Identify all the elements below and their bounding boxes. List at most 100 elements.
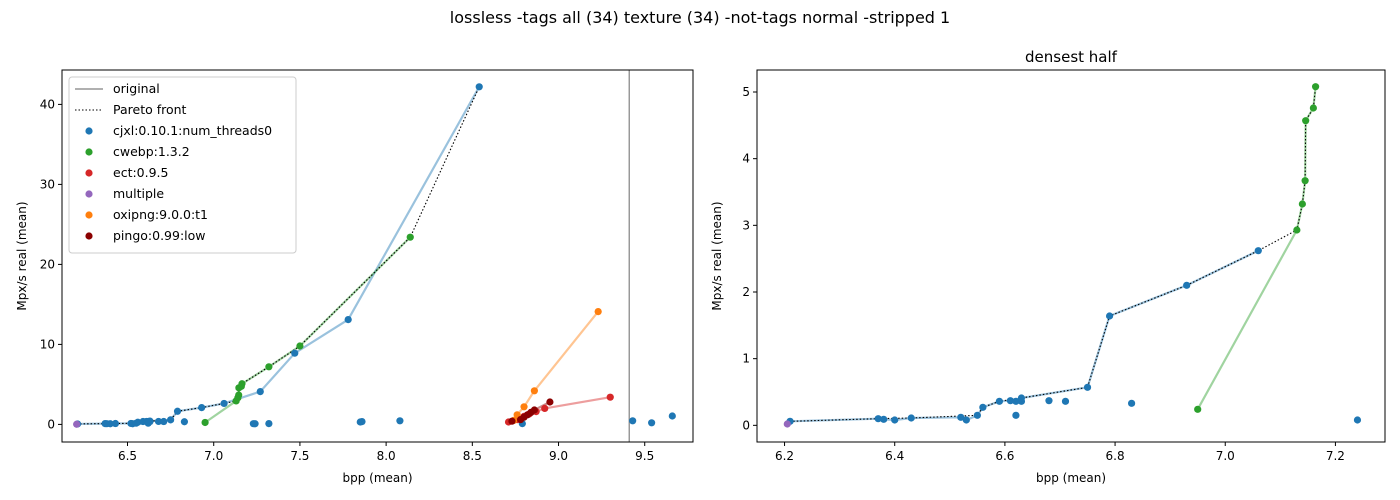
- panel2-x-tick-label: 6.2: [775, 449, 794, 463]
- panel1-point-cjxl:0.10.1:num_threads0: [265, 420, 273, 428]
- panel2-point-cjxl:0.10.1:num_threads0: [891, 416, 899, 424]
- panel1-point-multiple: [73, 420, 81, 428]
- panel2-x-axis-label: bpp (mean): [1036, 471, 1106, 485]
- panel1-point-cjxl:0.10.1:num_threads0: [111, 419, 120, 428]
- panel1-legend-marker: [85, 190, 93, 198]
- panel1-point-pingo:0.99:low: [530, 406, 538, 414]
- panel2-y-tick-label: 5: [742, 85, 750, 99]
- panel2-point-cjxl:0.10.1:num_threads0: [1012, 411, 1020, 419]
- panel1-x-tick-label: 6.5: [118, 449, 137, 463]
- panel2-y-tick-label: 2: [742, 285, 750, 299]
- panel1-point-cjxl:0.10.1:num_threads0: [106, 420, 114, 428]
- panel2-point-cjxl:0.10.1:num_threads0: [1127, 399, 1136, 407]
- panel1-point-oxipng:9.0.0:t1: [594, 308, 602, 316]
- panel1-point-cjxl:0.10.1:num_threads0: [160, 417, 168, 426]
- panel1-legend-marker: [85, 211, 93, 219]
- panel1-point-cjxl:0.10.1:num_threads0: [167, 416, 175, 424]
- panel2-point-cjxl:0.10.1:num_threads0: [880, 415, 888, 423]
- panel1-point-cjxl:0.10.1:num_threads0: [180, 418, 189, 426]
- panel2-point-multiple: [783, 420, 791, 428]
- panel2-point-cjxl:0.10.1:num_threads0: [1353, 416, 1362, 424]
- panel2-point-cjxl:0.10.1:num_threads0: [979, 403, 987, 411]
- panel2-point-cjxl:0.10.1:num_threads0: [907, 414, 915, 422]
- panel1-x-tick-label: 9.0: [549, 449, 568, 463]
- panel1-point-cwebp:1.3.2: [265, 363, 273, 371]
- panel2-point-cjxl:0.10.1:num_threads0: [1105, 312, 1114, 320]
- panel2-y-tick-label: 1: [742, 352, 750, 366]
- panel1-point-cjxl:0.10.1:num_threads0: [475, 83, 483, 91]
- panel1-legend-label: Pareto front: [113, 102, 187, 117]
- panel1-point-cwebp:1.3.2: [201, 418, 209, 427]
- panel1-legend-label: multiple: [113, 186, 164, 201]
- panel2-y-tick-label: 4: [742, 152, 750, 166]
- panel2-x-tick-label: 6.4: [885, 449, 904, 463]
- panel2-point-cwebp:1.3.2: [1293, 226, 1301, 234]
- figure-title: lossless -tags all (34) texture (34) -no…: [449, 8, 951, 27]
- panel1-point-cjxl:0.10.1:num_threads0: [256, 388, 264, 396]
- panel1-legend-label: original: [113, 81, 160, 96]
- panel2-point-cjxl:0.10.1:num_threads0: [1254, 247, 1262, 255]
- panel2-point-cjxl:0.10.1:num_threads0: [1006, 397, 1015, 405]
- panel1-plot-area: [73, 70, 676, 442]
- panel1-point-pingo:0.99:low: [546, 398, 554, 406]
- panel1-point-cjxl:0.10.1:num_threads0: [291, 349, 299, 357]
- panel2-point-cjxl:0.10.1:num_threads0: [874, 415, 882, 423]
- panel2-title: densest half: [1025, 48, 1118, 66]
- panel2-y-axis-label: Mpx/s real (mean): [710, 201, 724, 310]
- panel1-pareto-front: [76, 86, 480, 425]
- panel2-y-tick-label: 3: [742, 218, 750, 232]
- panel1-legend-marker: [85, 127, 93, 135]
- panel2-point-cjxl:0.10.1:num_threads0: [1061, 397, 1070, 405]
- panel1-point-ect:0.9.5: [606, 393, 614, 401]
- panel1-legend-label: oxipng:9.0.0:t1: [113, 207, 208, 222]
- panel1-y-tick-label: 30: [40, 177, 55, 191]
- panel1-x-tick-label: 8.5: [463, 449, 482, 463]
- panel2-point-cjxl:0.10.1:num_threads0: [1083, 383, 1092, 391]
- panel1-legend-marker: [85, 169, 93, 177]
- panel1-point-cjxl:0.10.1:num_threads0: [220, 399, 228, 408]
- panel1-axes-frame: [61, 69, 694, 443]
- panel2-point-cwebp:1.3.2: [1309, 104, 1317, 112]
- panel2-point-cwebp:1.3.2: [1311, 83, 1320, 91]
- panel1-y-tick-label: 20: [40, 257, 55, 271]
- panel2-y-tick-label: 0: [742, 418, 750, 432]
- panel2-x-tick-label: 6.6: [995, 449, 1014, 463]
- panel1-legend-box: [68, 76, 297, 254]
- panel2-point-cjxl:0.10.1:num_threads0: [962, 416, 970, 424]
- panel1-point-cwebp:1.3.2: [235, 391, 243, 399]
- panel2-x-tick-label: 7.2: [1326, 449, 1345, 463]
- panel2-point-cwebp:1.3.2: [1301, 177, 1309, 185]
- panel2-point-cwebp:1.3.2: [1302, 117, 1310, 125]
- panel1-x-tick-label: 7.0: [204, 449, 223, 463]
- panel1-point-cjxl:0.10.1:num_threads0: [648, 419, 656, 427]
- panel1-point-ect:0.9.5: [541, 404, 549, 412]
- panel1-legend-label: ect:0.9.5: [113, 165, 168, 180]
- panel2-point-cjxl:0.10.1:num_threads0: [995, 397, 1003, 405]
- panel1-point-cjxl:0.10.1:num_threads0: [358, 418, 366, 426]
- panel1-x-tick-label: 7.5: [290, 449, 309, 463]
- panel1-point-cjxl:0.10.1:num_threads0: [154, 417, 163, 426]
- panel1-point-cjxl:0.10.1:num_threads0: [198, 404, 206, 412]
- panel1-legend-label: cjxl:0.10.1:num_threads0: [113, 123, 272, 138]
- panel1-x-tick-label: 9.5: [635, 449, 654, 463]
- panel1-y-tick-label: 0: [47, 417, 55, 431]
- panel1-point-cwebp:1.3.2: [238, 380, 246, 388]
- panel1-legend-marker: [85, 148, 93, 156]
- panel1-point-oxipng:9.0.0:t1: [530, 387, 538, 395]
- panel2-point-cjxl:0.10.1:num_threads0: [1012, 397, 1020, 405]
- panel1-legend-marker: [85, 232, 93, 240]
- panel1-x-axis-label: bpp (mean): [342, 471, 412, 485]
- panel1-point-cjxl:0.10.1:num_threads0: [344, 316, 352, 324]
- panel2-point-cjxl:0.10.1:num_threads0: [1045, 397, 1053, 405]
- panel1-y-axis-label: Mpx/s real (mean): [15, 201, 29, 310]
- panel2-point-cjxl:0.10.1:num_threads0: [1017, 394, 1026, 402]
- panel2-axes-frame: [756, 69, 1386, 443]
- panel1-legend-label: cwebp:1.3.2: [113, 144, 190, 159]
- panel1-point-cwebp:1.3.2: [406, 233, 414, 241]
- panel1-point-cjxl:0.10.1:num_threads0: [668, 412, 676, 420]
- panel1-point-cjxl:0.10.1:num_threads0: [629, 417, 637, 425]
- panel1-point-cjxl:0.10.1:num_threads0: [144, 419, 152, 427]
- panel2-point-cjxl:0.10.1:num_threads0: [957, 413, 965, 421]
- panel2-x-tick-label: 7.0: [1216, 449, 1235, 463]
